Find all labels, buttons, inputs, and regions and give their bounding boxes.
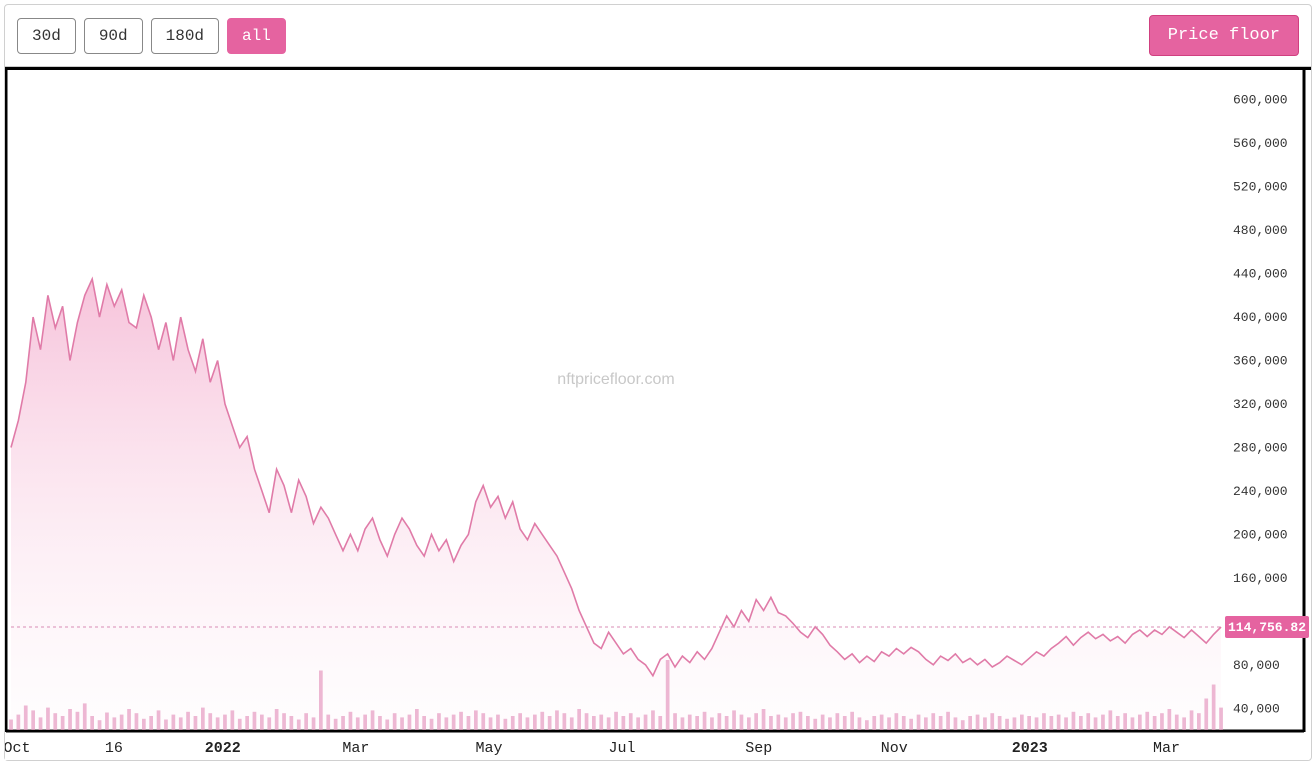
svg-text:40,000: 40,000 — [1233, 701, 1280, 716]
svg-text:360,000: 360,000 — [1233, 354, 1288, 369]
svg-text:Nov: Nov — [881, 740, 908, 757]
range-30d-button[interactable]: 30d — [17, 18, 76, 54]
svg-text:80,000: 80,000 — [1233, 658, 1280, 673]
range-toolbar: 30d 90d 180d all Price floor — [5, 5, 1311, 67]
svg-text:May: May — [475, 740, 502, 757]
svg-text:480,000: 480,000 — [1233, 223, 1288, 238]
svg-text:nftpricefloor.com: nftpricefloor.com — [557, 371, 674, 388]
svg-text:160,000: 160,000 — [1233, 571, 1288, 586]
range-180d-button[interactable]: 180d — [151, 18, 219, 54]
svg-text:16: 16 — [105, 740, 123, 757]
range-all-button[interactable]: all — [227, 18, 286, 54]
svg-text:2023: 2023 — [1012, 740, 1048, 757]
svg-text:Oct: Oct — [5, 740, 31, 757]
svg-text:114,756.82: 114,756.82 — [1228, 620, 1306, 635]
price-floor-button[interactable]: Price floor — [1149, 15, 1299, 56]
svg-text:200,000: 200,000 — [1233, 527, 1288, 542]
svg-text:600,000: 600,000 — [1233, 93, 1288, 108]
svg-text:2022: 2022 — [205, 740, 241, 757]
price-chart[interactable]: nftpricefloor.com40,00080,000120,000160,… — [5, 67, 1311, 760]
svg-text:Sep: Sep — [745, 740, 772, 757]
svg-text:240,000: 240,000 — [1233, 484, 1288, 499]
svg-text:Mar: Mar — [342, 740, 369, 757]
svg-text:280,000: 280,000 — [1233, 440, 1288, 455]
svg-text:Mar: Mar — [1153, 740, 1180, 757]
svg-text:440,000: 440,000 — [1233, 267, 1288, 282]
range-90d-button[interactable]: 90d — [84, 18, 143, 54]
svg-text:400,000: 400,000 — [1233, 310, 1288, 325]
svg-text:Jul: Jul — [609, 740, 636, 757]
svg-text:320,000: 320,000 — [1233, 397, 1288, 412]
svg-text:560,000: 560,000 — [1233, 136, 1288, 151]
svg-text:520,000: 520,000 — [1233, 180, 1288, 195]
